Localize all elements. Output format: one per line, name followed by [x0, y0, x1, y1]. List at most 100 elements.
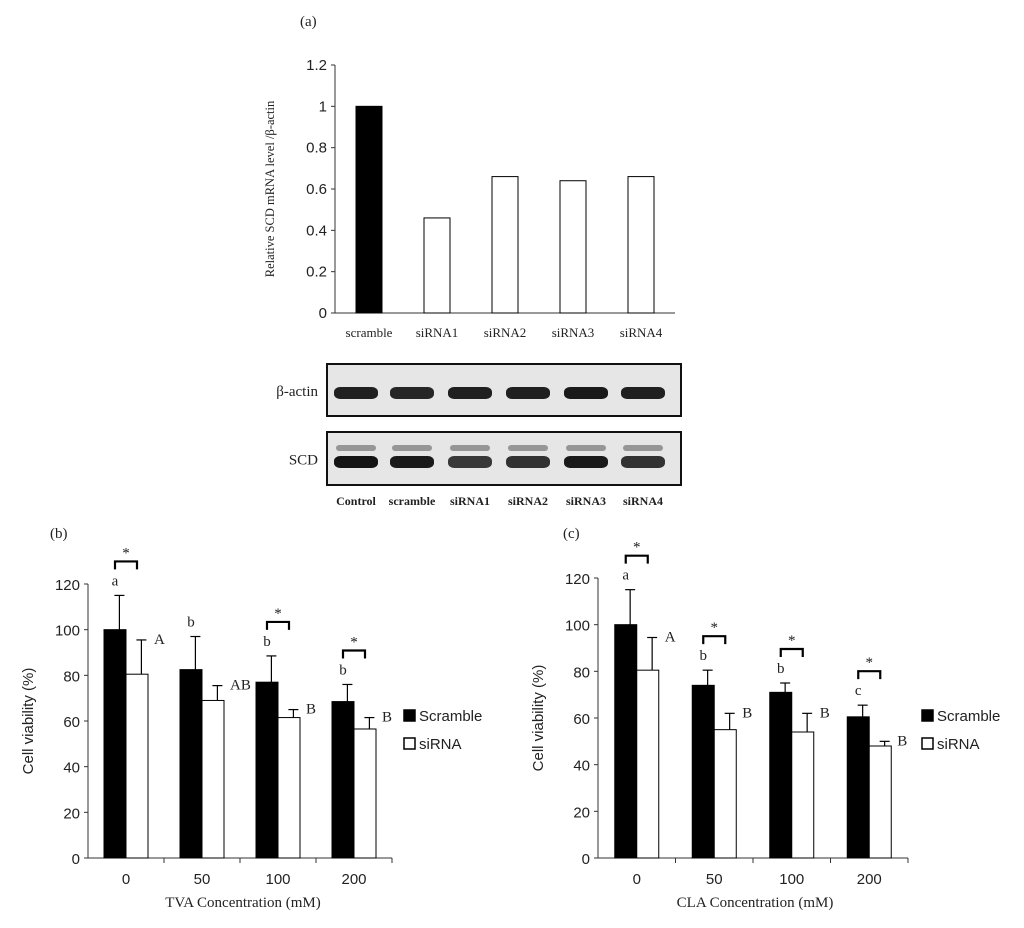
panel-c-label: (c) [563, 526, 580, 542]
bar [713, 729, 737, 859]
y-tick-label: 60 [63, 714, 80, 731]
y-tick-label: 0 [582, 851, 590, 868]
significance-bracket [265, 620, 291, 630]
bar [791, 731, 815, 859]
blot-band [334, 387, 378, 399]
blot-faint-band [623, 445, 663, 451]
blot-band [448, 456, 492, 468]
blot-lane-label: siRNA1 [450, 494, 490, 508]
blot-lane-label: Control [336, 494, 376, 508]
legend-label: Scramble [419, 708, 482, 725]
y-tick-label: 20 [573, 804, 590, 821]
x-axis-label: CLA Concentration (mM) [677, 895, 834, 911]
blot-band [390, 456, 434, 468]
y-tick-label: 100 [565, 618, 590, 635]
x-tick-label: 200 [857, 871, 882, 888]
significance-letter: B [382, 710, 392, 726]
significance-letter: A [154, 632, 165, 648]
x-tick-label: scramble [346, 325, 393, 340]
blot-faint-band [392, 445, 432, 451]
bar [559, 180, 587, 314]
blot-band [621, 387, 665, 399]
bar [691, 684, 715, 859]
x-tick-label: siRNA2 [484, 325, 527, 340]
y-tick-label: 40 [63, 760, 80, 777]
y-tick-label: 120 [55, 577, 80, 594]
blot-lane-label: siRNA4 [623, 494, 663, 508]
blot-lane-label: siRNA2 [508, 494, 548, 508]
significance-star: * [711, 620, 719, 636]
y-tick-label: 100 [55, 623, 80, 640]
y-tick-label: 0.8 [306, 140, 327, 157]
chart-b: 0 20 40 60 80 100 120 Cell viability (%) TVA Con… [20, 545, 482, 911]
bar [277, 717, 301, 859]
significance-letter: B [306, 702, 316, 718]
western-blot: β-actin SCD Control scramble siRNA1 siRNA2 siR… [276, 363, 682, 508]
blot-row-label: SCD [289, 453, 318, 469]
bar [627, 176, 655, 314]
significance-bracket [857, 670, 882, 680]
significance-star: * [866, 655, 874, 671]
blot-lane-label: siRNA3 [566, 494, 606, 508]
x-tick-label: siRNA3 [552, 325, 595, 340]
x-tick-label: 100 [265, 871, 290, 888]
legend-swatch [921, 709, 934, 722]
y-tick-label: 80 [573, 664, 590, 681]
blot-band [506, 456, 550, 468]
significance-letter: b [339, 662, 347, 678]
panel-a-label: (a) [300, 14, 317, 30]
y-tick-label: 20 [63, 805, 80, 822]
bar [355, 105, 383, 314]
x-tick-label: siRNA4 [620, 325, 663, 340]
bar [769, 691, 793, 859]
y-axis-label: Relative SCD mRNA level /β-actin [263, 100, 277, 277]
legend-label: siRNA [419, 736, 462, 753]
x-tick-label: 0 [633, 871, 641, 888]
significance-bracket [779, 647, 804, 657]
significance-letter: c [855, 683, 862, 699]
x-axis-label: TVA Concentration (mM) [165, 895, 321, 911]
significance-letter: AB [230, 678, 251, 694]
y-tick-label: 60 [573, 711, 590, 728]
y-axis-label: Cell viability (%) [530, 665, 547, 772]
y-tick-label: 0.6 [306, 181, 327, 198]
bar [103, 629, 127, 859]
significance-star: * [633, 540, 641, 556]
y-tick-label: 0 [319, 305, 327, 322]
chart-c: 0 20 40 60 80 100 120 Cell viability (%) CLA Con… [530, 540, 1000, 911]
significance-letter: b [187, 615, 195, 631]
blot-faint-band [450, 445, 490, 451]
significance-letter: B [742, 705, 752, 721]
y-tick-label: 80 [63, 668, 80, 685]
bar [201, 699, 225, 859]
chart-a: 0 0.2 0.4 0.6 0.8 1 1.2 Relative SCD mRNA level… [263, 57, 675, 340]
blot-band [564, 456, 608, 468]
legend-swatch [403, 737, 416, 750]
significance-bracket [624, 554, 649, 564]
bar [614, 624, 638, 859]
bar [636, 669, 660, 859]
bar [868, 745, 892, 859]
x-tick-label: siRNA1 [416, 325, 459, 340]
blot-band [334, 456, 378, 468]
y-tick-label: 0.4 [306, 222, 327, 239]
significance-letter: b [777, 661, 785, 677]
legend-swatch [403, 709, 416, 722]
bar [423, 217, 451, 314]
bar [125, 673, 149, 859]
x-tick-label: 0 [122, 871, 130, 888]
significance-letter: a [622, 568, 629, 584]
bar [491, 176, 519, 314]
legend-label: siRNA [937, 736, 980, 753]
y-tick-label: 40 [573, 758, 590, 775]
x-tick-label: 50 [194, 871, 211, 888]
y-tick-label: 1 [319, 98, 327, 115]
y-tick-label: 0.2 [306, 264, 327, 281]
bar [179, 669, 203, 859]
significance-letter: b [263, 634, 271, 650]
blot-row-label: β-actin [276, 384, 318, 400]
bar [331, 701, 355, 859]
bar [353, 728, 377, 859]
significance-bracket [341, 649, 367, 659]
